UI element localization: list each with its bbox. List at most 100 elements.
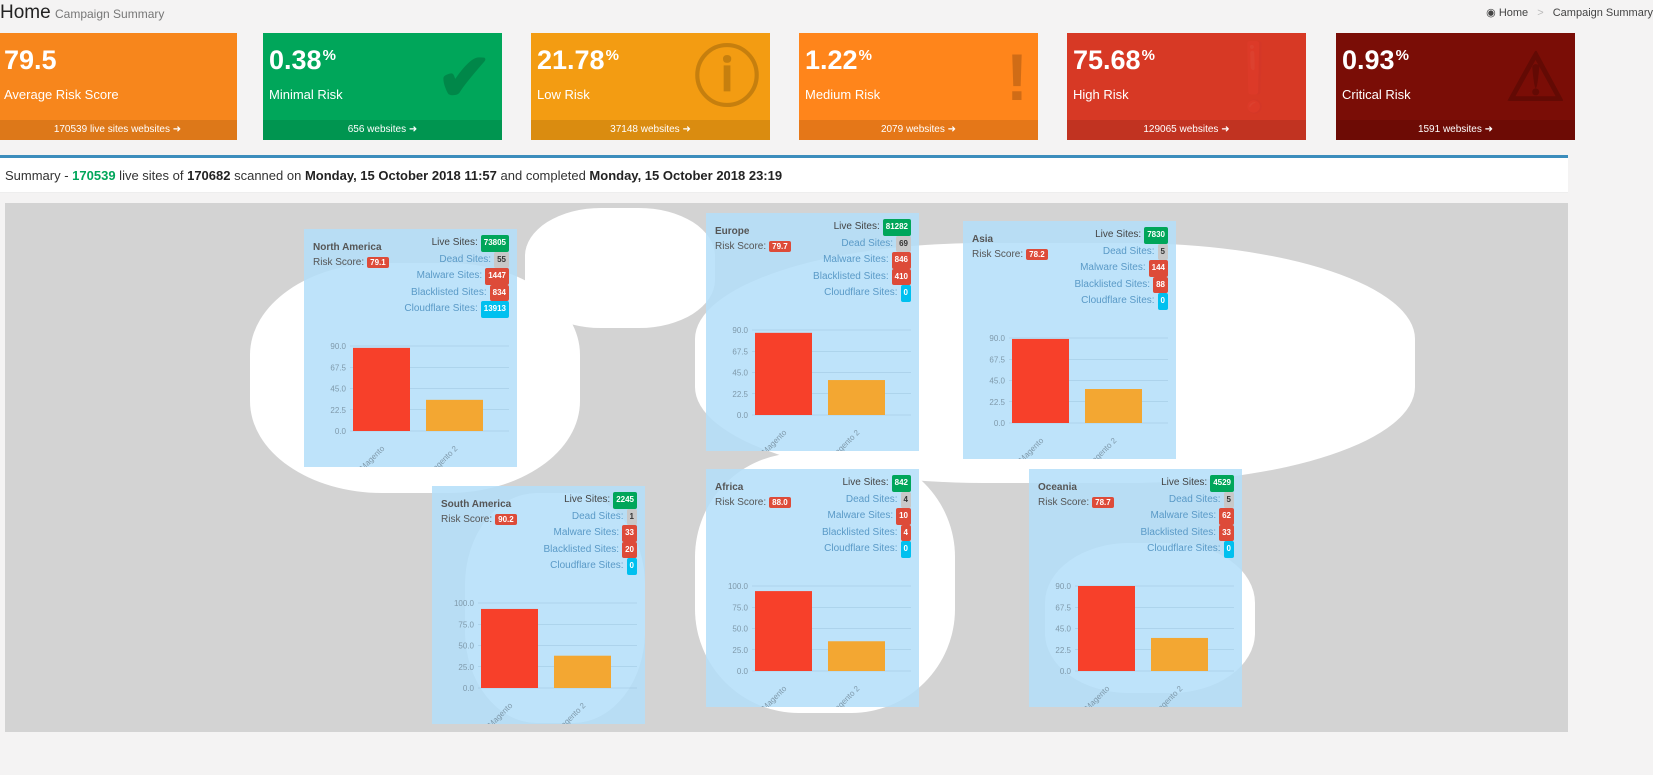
card-footer-link[interactable]: 170539 live sites websites ➜ <box>0 120 237 140</box>
live-badge: 842 <box>891 475 911 492</box>
blacklisted-badge: 834 <box>489 284 509 301</box>
blacklisted-sites-row: Blacklisted Sites: 4 <box>822 524 911 541</box>
risk-card[interactable]: 79.5 Average Risk Score 170539 live site… <box>0 33 237 140</box>
y-tick-label: 45.0 <box>330 385 346 394</box>
y-tick-label: 67.5 <box>732 347 748 356</box>
bar-magento <box>755 591 812 671</box>
bar-magento-2 <box>828 641 885 671</box>
card-footer-link[interactable]: 656 websites ➜ <box>263 120 502 140</box>
risk-card[interactable]: 21.78% Low Risk ⓘ 37148 websites ➜ <box>531 33 770 140</box>
risk-score-badge: 90.2 <box>495 514 517 525</box>
region-panel[interactable]: Europe Risk Score: 79.7 Live Sites: 81282 D… <box>706 213 919 461</box>
live-sites-row: Live Sites: 7830 <box>1075 227 1168 244</box>
bar-magento <box>481 608 538 688</box>
dead-badge: 4 <box>900 491 911 508</box>
blacklisted-badge: 20 <box>622 541 637 558</box>
dashboard-icon: ◉ <box>1486 7 1496 19</box>
risk-score-badge: 78.2 <box>1026 249 1048 260</box>
region-panel[interactable]: Asia Risk Score: 78.2 Live Sites: 7830 Dead… <box>963 221 1176 469</box>
chart-container: 0.0 25.0 50.0 75.0 100.0 Magento Magento 2 <box>706 544 919 717</box>
blacklisted-sites-row: Blacklisted Sites: 20 <box>544 541 637 558</box>
region-panel[interactable]: Oceania Risk Score: 78.7 Live Sites: 4529 D… <box>1029 469 1242 717</box>
malware-badge: 33 <box>622 525 637 542</box>
y-tick-label: 25.0 <box>458 663 474 672</box>
cloudflare-sites-row: Cloudflare Sites: 0 <box>544 558 637 575</box>
summary-total-count: 170682 <box>187 168 231 183</box>
malware-badge: 10 <box>896 508 911 525</box>
live-sites-row: Live Sites: 842 <box>822 475 911 492</box>
malware-sites-row: Malware Sites: 1447 <box>404 268 509 285</box>
card-footer-link[interactable]: 37148 websites ➜ <box>531 120 770 140</box>
x-tick-label: Magento 2 <box>1151 684 1184 707</box>
cloudflare-sites-row: Cloudflare Sites: 0 <box>822 541 911 558</box>
x-tick-label: Magento <box>760 684 789 707</box>
card-label: High Risk <box>1073 87 1129 102</box>
risk-card[interactable]: 1.22% Medium Risk ! 2079 websites ➜ <box>799 33 1038 140</box>
blacklisted-sites-row: Blacklisted Sites: 410 <box>813 268 911 285</box>
region-bar-chart: 0.0 22.5 45.0 67.5 90.0 Magento Magento 2 <box>1055 582 1234 717</box>
card-footer-link[interactable]: 2079 websites ➜ <box>799 120 1038 140</box>
dead-badge: 5 <box>1157 243 1168 260</box>
risk-score: Risk Score: 79.1 <box>313 257 389 268</box>
cloudflare-badge: 0 <box>900 285 911 302</box>
bar-magento <box>1078 586 1135 671</box>
y-tick-label: 67.5 <box>989 355 1005 364</box>
risk-score: Risk Score: 88.0 <box>715 497 791 508</box>
region-panel[interactable]: Africa Risk Score: 88.0 Live Sites: 842 Dea… <box>706 469 919 717</box>
live-badge: 73805 <box>480 235 509 252</box>
summary-live-count: 170539 <box>72 168 116 183</box>
region-name: Africa <box>715 482 744 493</box>
cloudflare-badge: 0 <box>900 541 911 558</box>
region-panel[interactable]: North America Risk Score: 79.1 Live Sites… <box>304 229 517 477</box>
blacklisted-badge: 410 <box>891 268 911 285</box>
breadcrumb-home[interactable]: Home <box>1498 7 1529 19</box>
x-tick-label: Magento 2 <box>828 428 861 451</box>
chart-container: 0.0 22.5 45.0 67.5 90.0 Magento Magento 2 <box>304 304 517 477</box>
map-land <box>525 208 715 328</box>
risk-card[interactable]: 75.68% High Risk ❗ 129065 websites ➜ <box>1067 33 1306 140</box>
page-title: Home <box>0 2 51 23</box>
risk-score-badge: 78.7 <box>1092 497 1114 508</box>
blacklisted-badge: 33 <box>1219 524 1234 541</box>
live-sites-row: Live Sites: 2245 <box>544 492 637 509</box>
card-label: Critical Risk <box>1342 87 1411 102</box>
live-sites-row: Live Sites: 73805 <box>404 235 509 252</box>
blacklisted-sites-row: Blacklisted Sites: 33 <box>1141 524 1234 541</box>
dead-badge: 69 <box>896 235 911 252</box>
region-panel[interactable]: South America Risk Score: 90.2 Live Sites… <box>432 486 645 734</box>
summary-text: and completed <box>496 168 590 183</box>
y-tick-label: 45.0 <box>989 377 1005 386</box>
card-footer-link[interactable]: 1591 websites ➜ <box>1336 120 1575 140</box>
x-tick-label: Magento 2 <box>426 444 459 467</box>
card-footer-link[interactable]: 129065 websites ➜ <box>1067 120 1306 140</box>
summary-text: live sites of <box>115 168 188 183</box>
y-tick-label: 0.0 <box>335 427 347 436</box>
breadcrumb-current: Campaign Summary <box>1552 7 1653 19</box>
card-value: 21.78% <box>537 45 619 75</box>
malware-sites-row: Malware Sites: 144 <box>1075 260 1168 277</box>
page-header: Home Campaign Summary ◉ Home > Campaign … <box>0 0 1653 28</box>
region-bar-chart: 0.0 22.5 45.0 67.5 90.0 Magento Magento 2 <box>989 334 1168 469</box>
arrow-circle-right-icon: ➜ <box>408 124 418 135</box>
y-tick-label: 0.0 <box>737 667 749 676</box>
chart-container: 0.0 22.5 45.0 67.5 90.0 Magento Magento 2 <box>706 288 919 461</box>
region-name: Asia <box>972 234 994 245</box>
y-tick-label: 0.0 <box>737 411 749 420</box>
page-subtitle: Campaign Summary <box>55 7 165 21</box>
dead-sites-row: Dead Sites: 5 <box>1141 491 1234 508</box>
risk-score-badge: 88.0 <box>769 497 791 508</box>
chart-container: 0.0 25.0 50.0 75.0 100.0 Magento Magento 2 <box>432 561 645 734</box>
card-label: Medium Risk <box>805 87 881 102</box>
site-stats: Live Sites: 4529 Dead Sites: 5 Malware Sites… <box>1141 475 1234 558</box>
y-tick-label: 25.0 <box>732 646 748 655</box>
risk-card[interactable]: 0.93% Critical Risk ⚠ 1591 websites ➜ <box>1336 33 1575 140</box>
region-name: Oceania <box>1038 482 1077 493</box>
x-tick-label: Magento <box>1017 436 1046 459</box>
cloudflare-sites-row: Cloudflare Sites: 0 <box>813 285 911 302</box>
malware-badge: 1447 <box>485 268 509 285</box>
risk-score: Risk Score: 79.7 <box>715 241 791 252</box>
risk-card[interactable]: 0.38% Minimal Risk ✔ 656 websites ➜ <box>263 33 502 140</box>
dead-badge: 55 <box>494 251 509 268</box>
y-tick-label: 22.5 <box>732 390 748 399</box>
breadcrumb: ◉ Home > Campaign Summary <box>1486 6 1653 19</box>
